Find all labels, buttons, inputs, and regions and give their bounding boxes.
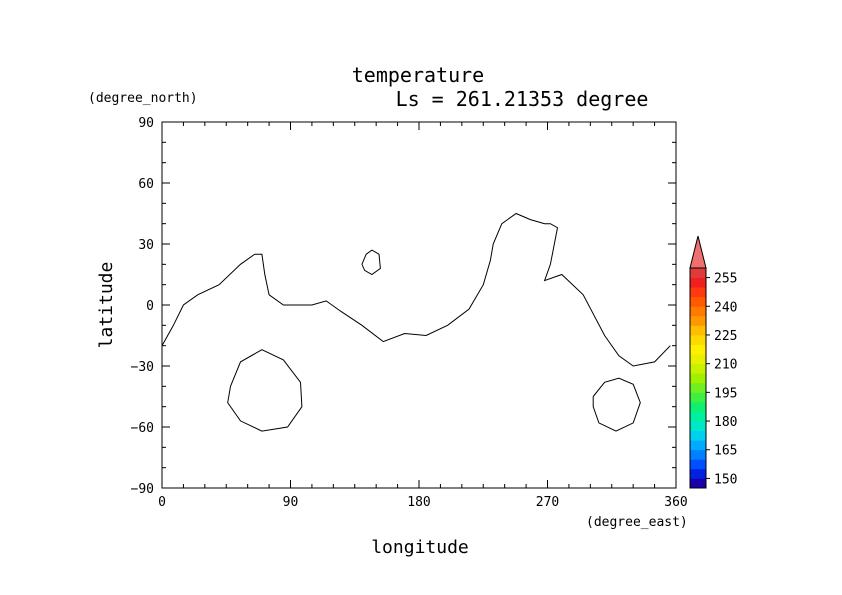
colorbar-band [690, 411, 706, 422]
colorbar-band [690, 478, 706, 489]
closed-contour-small [361, 249, 381, 276]
colorbar-band [690, 373, 706, 384]
colorbar-band [690, 468, 706, 479]
x-tick-label: 180 [407, 495, 430, 510]
closed-contour-east [592, 377, 641, 432]
y-axis-label: latitude [96, 262, 117, 349]
colorbar-band [690, 363, 706, 374]
colorbar-band [690, 287, 706, 298]
colorbar-band [690, 296, 706, 307]
colorbar-label: 225 [714, 329, 737, 344]
y-tick-label: −30 [131, 360, 154, 375]
colorbar-band [690, 382, 706, 393]
x-tick-label: 360 [664, 495, 687, 510]
y-tick-label: 60 [138, 177, 154, 192]
colorbar-band [690, 334, 706, 345]
coastline-main [161, 212, 671, 367]
colorbar-label: 195 [714, 386, 737, 401]
y-tick-label: −60 [131, 421, 154, 436]
x-tick-label: 270 [536, 495, 559, 510]
colorbar-frame [689, 267, 707, 489]
colorbar-band [690, 315, 706, 326]
x-tick-label: 90 [283, 495, 299, 510]
chart-subtitle: Ls = 261.21353 degree [396, 87, 649, 111]
contour-layer [161, 212, 671, 432]
y-tick-label: −90 [131, 482, 154, 497]
colorbar-label: 150 [714, 472, 737, 487]
y-tick-label: 30 [138, 238, 154, 253]
x-axis-label: longitude [371, 537, 469, 558]
colorbar-band [690, 344, 706, 355]
colorbar-band [690, 449, 706, 460]
colorbar-band [690, 430, 706, 441]
plot-frame [161, 121, 677, 489]
x-tick-label: 0 [158, 495, 166, 510]
y-tick-label: 0 [146, 299, 154, 314]
colorbar-band [690, 354, 706, 365]
colorbar-band [690, 401, 706, 412]
colorbar-band [690, 325, 706, 336]
chart-title: temperature [352, 63, 484, 87]
closed-contour-west [227, 349, 303, 432]
colorbar-band [690, 306, 706, 317]
colorbar-label: 165 [714, 444, 737, 459]
colorbar-label: 210 [714, 358, 737, 373]
colorbar-band [690, 421, 706, 432]
colorbar-band [690, 268, 706, 278]
x-unit-label: (degree_east) [586, 515, 688, 530]
colorbar-label: 255 [714, 272, 737, 287]
colorbar-band [690, 459, 706, 470]
colorbar-label: 180 [714, 415, 737, 430]
colorbar-band [690, 440, 706, 451]
colorbar-band [690, 392, 706, 403]
colorbar: 255 240 225 210 195 180 165 150 [689, 235, 737, 489]
y-unit-label: (degree_north) [88, 91, 198, 106]
y-tick-label: 90 [138, 116, 154, 131]
colorbar-band [690, 277, 706, 288]
colorbar-extend-triangle [689, 235, 707, 269]
colorbar-label: 240 [714, 300, 737, 315]
axis-ticks: 0 90 180 270 360 90 60 30 0 −30 −60 −90 [131, 116, 688, 510]
